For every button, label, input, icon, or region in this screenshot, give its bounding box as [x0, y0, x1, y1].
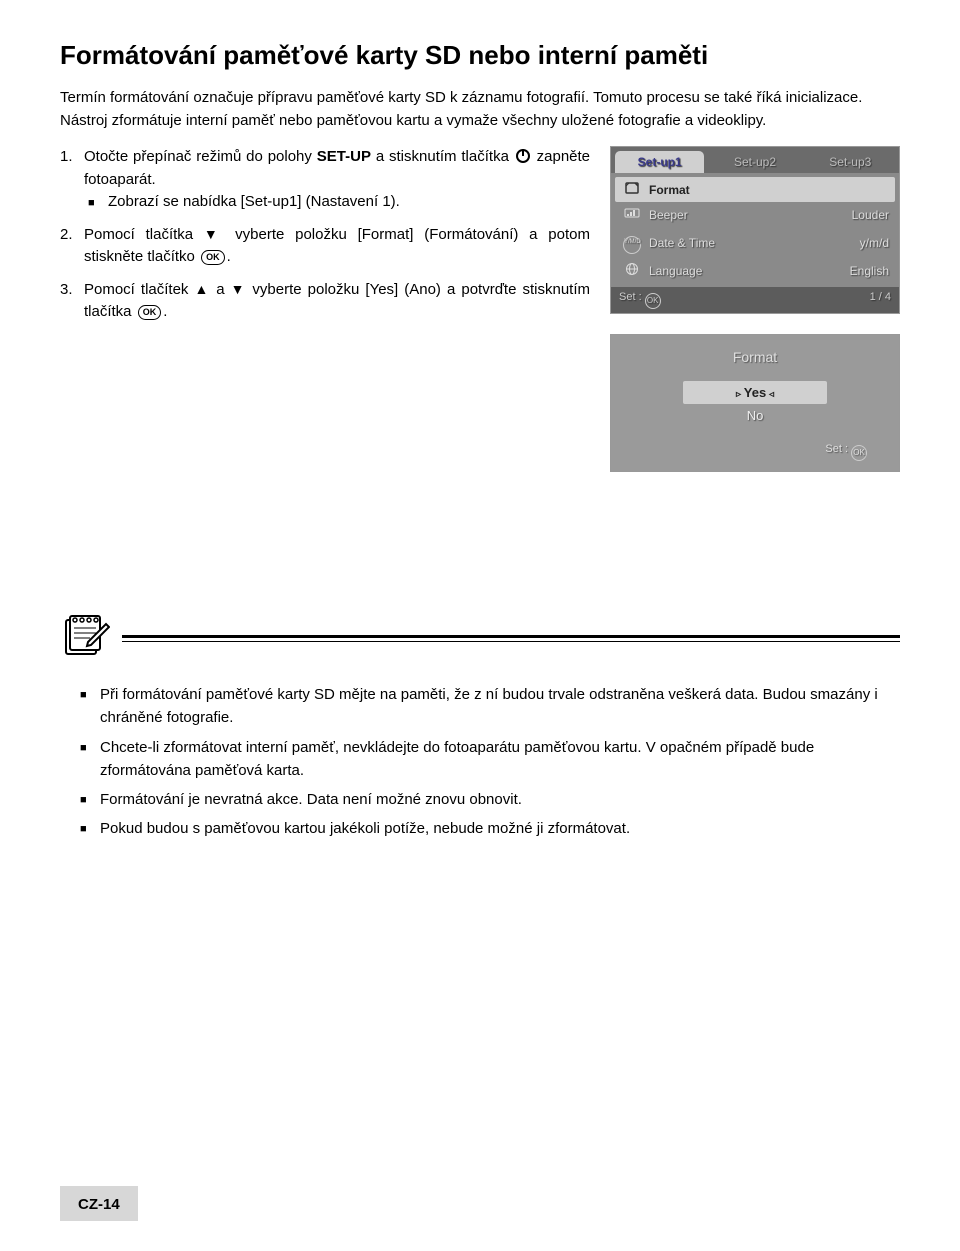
menu-row-beeper: Beeper Louder: [615, 202, 895, 227]
menu-label: Language: [649, 264, 850, 278]
camera-dialog-format: Format Yes No Set :OK: [610, 334, 900, 472]
card-icon: [621, 181, 643, 198]
camera-menu-setup: Set-up1 Set-up2 Set-up3 Format Beeper: [610, 146, 900, 314]
menu-label: Format: [649, 183, 889, 197]
step-3: Pomocí tlačítek ▲ a ▼ vyberte položku [Y…: [60, 279, 590, 324]
up-arrow-icon: ▲: [194, 281, 210, 297]
step-1: Otočte přepínač režimů do polohy SET-UP …: [60, 146, 590, 214]
menu-row-language: Language English: [615, 258, 895, 283]
step-3-text-d: .: [163, 303, 167, 320]
ok-button-icon: OK: [201, 250, 225, 265]
note-item: Chcete-li zformátovat interní paměť, nev…: [80, 736, 900, 783]
ok-round-icon: OK: [851, 445, 867, 461]
step-2-text-a: Pomocí tlačítka: [84, 226, 204, 243]
note-item: Pokud budou s paměťovou kartou jakékoli …: [80, 817, 900, 840]
dialog-footer: Set :OK: [643, 443, 867, 461]
note-divider: [122, 635, 900, 642]
ok-button-icon: OK: [138, 305, 162, 320]
tab-setup2: Set-up2: [710, 151, 799, 173]
step-1-sub: Zobrazí se nabídka [Set-up1] (Nastavení …: [84, 191, 590, 214]
down-arrow-icon: ▼: [231, 281, 247, 297]
step-1-text-a: Otočte přepínač režimů do polohy: [84, 148, 317, 165]
page-title: Formátování paměťové karty SD nebo inter…: [60, 40, 900, 71]
menu-value: English: [850, 264, 889, 278]
clock-icon: Y/M/D: [621, 231, 643, 254]
intro-paragraph: Termín formátování označuje přípravu pam…: [60, 87, 900, 132]
step-3-text-b: a: [210, 281, 230, 298]
globe-icon: [621, 262, 643, 279]
menu-label: Date & Time: [649, 236, 860, 250]
notepad-icon: [60, 612, 114, 665]
menu-value: y/m/d: [860, 236, 889, 250]
note-item: Při formátování paměťové karty SD mějte …: [80, 683, 900, 730]
step-1-text-c: a stisknutím tlačítka: [371, 148, 514, 165]
note-item: Formátování je nevratná akce. Data není …: [80, 788, 900, 811]
lcd-footer-left: Set :OK: [619, 291, 661, 309]
power-icon: [516, 149, 530, 163]
lcd-footer-right: 1 / 4: [870, 291, 891, 309]
tab-setup3: Set-up3: [806, 151, 895, 173]
dialog-title: Format: [643, 349, 867, 365]
step-2-text-c: .: [227, 248, 231, 265]
menu-row-format: Format: [615, 177, 895, 202]
dialog-option-no: No: [643, 404, 867, 427]
menu-label: Beeper: [649, 208, 852, 222]
menu-value: Louder: [852, 208, 889, 222]
step-2: Pomocí tlačítka ▼ vyberte položku [Forma…: [60, 224, 590, 269]
speaker-icon: [621, 206, 643, 223]
menu-row-datetime: Y/M/D Date & Time y/m/d: [615, 227, 895, 258]
tab-setup1: Set-up1: [615, 151, 704, 173]
dialog-option-yes: Yes: [683, 381, 827, 404]
page-number: CZ-14: [60, 1186, 138, 1221]
step-1-setup: SET-UP: [317, 148, 371, 165]
step-3-text-a: Pomocí tlačítek: [84, 281, 194, 298]
down-arrow-icon: ▼: [204, 226, 224, 242]
ok-round-icon: OK: [645, 293, 661, 309]
